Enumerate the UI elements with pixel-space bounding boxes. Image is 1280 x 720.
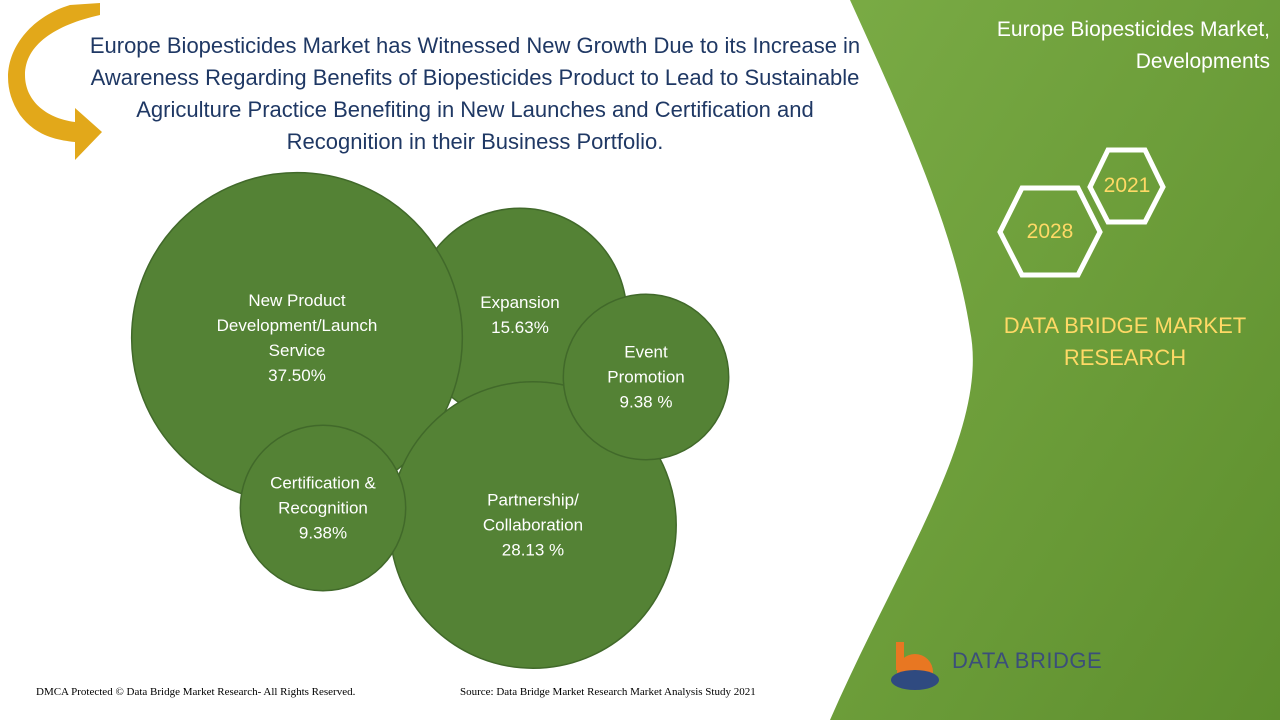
category-label: Certification & Recognition	[270, 473, 376, 518]
year: 2021	[1103, 174, 1151, 197]
value-label: 9.38%	[298, 523, 348, 543]
side-panel	[830, 0, 1280, 720]
category-label: Event Promotion	[607, 342, 685, 387]
bubble-label: Partnership/ Collaboration 28.13 %	[463, 488, 603, 563]
category-label: Expansion	[480, 293, 560, 312]
brand: DATA BRIDGE MARKET RESEARCH	[1003, 313, 1247, 370]
logo-icon	[891, 642, 939, 690]
copyright: DMCA Protected © Data Bridge Market Rese…	[36, 686, 356, 698]
bubble-label: Certification & Recognition 9.38%	[263, 471, 383, 546]
value-label: 15.63%	[491, 318, 549, 337]
panel-title: Europe Biopesticides Market, Development…	[996, 18, 1270, 73]
title: Europe Biopesticides Market has Witnesse…	[89, 33, 861, 154]
bubble-label: Expansion 15.63%	[470, 290, 570, 340]
hexagon	[997, 185, 1103, 278]
hexagon	[1087, 147, 1166, 225]
bubble-label: Event Promotion 9.38 %	[591, 340, 701, 415]
logo-text: DATA BRIDGE	[952, 648, 1103, 673]
bubble	[239, 424, 407, 592]
bubble-label: New Product Development/Launch Service 37…	[202, 288, 392, 388]
value-label: 9.38 %	[619, 392, 673, 412]
bubble	[562, 293, 730, 461]
value-label: 37.50%	[268, 366, 326, 385]
year: 2028	[1026, 220, 1074, 243]
category-label: Partnership/ Collaboration	[482, 490, 584, 535]
category-label: New Product Development/Launch Service	[216, 291, 378, 360]
arrow	[8, 3, 102, 160]
source: Source: Data Bridge Market Research Mark…	[460, 686, 756, 698]
value-label: 28.13 %	[501, 540, 565, 560]
